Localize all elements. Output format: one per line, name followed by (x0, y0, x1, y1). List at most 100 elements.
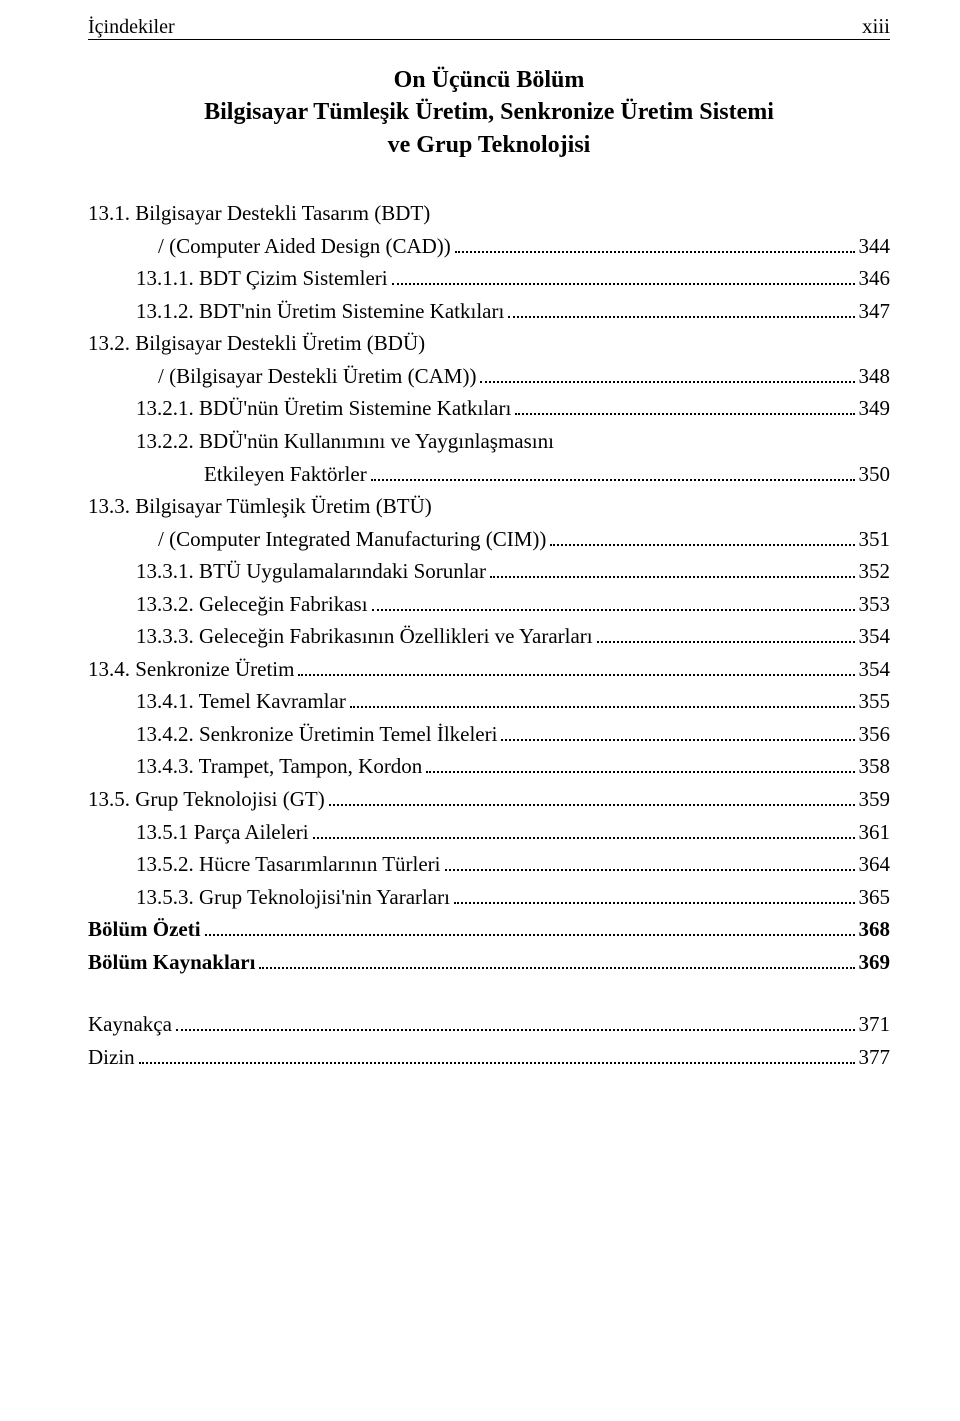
toc-label: Dizin (88, 1041, 135, 1074)
toc-page: 361 (859, 816, 891, 849)
toc-page: 364 (859, 848, 891, 881)
toc-page: 371 (859, 1008, 891, 1041)
toc-row: 13.2. Bilgisayar Destekli Üretim (BDÜ) (88, 327, 890, 360)
toc-label: 13.5.3. Grup Teknolojisi'nin Yararları (136, 881, 450, 914)
toc-leader (455, 234, 855, 253)
toc-page: 352 (859, 555, 891, 588)
toc-row: 13.5.3. Grup Teknolojisi'nin Yararları 3… (88, 881, 890, 914)
toc-row: 13.2.1. BDÜ'nün Üretim Sistemine Katkıla… (88, 392, 890, 425)
toc-label: / (Bilgisayar Destekli Üretim (CAM)) (158, 360, 476, 393)
toc-leader (454, 885, 855, 904)
toc-leader (501, 722, 854, 741)
toc-label: 13.4. Senkronize Üretim (88, 653, 294, 686)
toc-leader (205, 917, 855, 936)
toc-page: 354 (859, 653, 891, 686)
toc-label: / (Computer Integrated Manufacturing (CI… (158, 523, 546, 556)
toc-page: 377 (859, 1041, 891, 1074)
toc-row: 13.5.2. Hücre Tasarımlarının Türleri 364 (88, 848, 890, 881)
toc-label: 13.2.2. BDÜ'nün Kullanımını ve Yaygınlaş… (136, 425, 554, 458)
toc-row: Etkileyen Faktörler 350 (88, 458, 890, 491)
toc-label: 13.2.1. BDÜ'nün Üretim Sistemine Katkıla… (136, 392, 511, 425)
toc-leader (445, 852, 855, 871)
toc-row: 13.3.2. Geleceğin Fabrikası 353 (88, 588, 890, 621)
toc-page: 348 (859, 360, 891, 393)
toc-page: 359 (859, 783, 891, 816)
toc-row: 13.1.1. BDT Çizim Sistemleri 346 (88, 262, 890, 295)
toc-row: 13.4.2. Senkronize Üretimin Temel İlkele… (88, 718, 890, 751)
toc-leader (426, 755, 854, 774)
header-right: xiii (862, 14, 890, 39)
toc-page: 355 (859, 685, 891, 718)
toc-label: 13.4.1. Temel Kavramlar (136, 685, 346, 718)
toc-leader (298, 657, 854, 676)
toc-spacer (88, 978, 890, 1008)
toc-row: / (Computer Integrated Manufacturing (CI… (88, 523, 890, 556)
toc-row: 13.2.2. BDÜ'nün Kullanımını ve Yaygınlaş… (88, 425, 890, 458)
toc-leader (259, 950, 854, 969)
toc-leader (597, 624, 855, 643)
toc-page: 358 (859, 750, 891, 783)
toc-leader (515, 397, 854, 416)
toc-leader (480, 364, 854, 383)
toc-page: 353 (859, 588, 891, 621)
toc-leader (329, 787, 855, 806)
toc-page: 369 (859, 946, 891, 979)
toc-row: / (Computer Aided Design (CAD)) 344 (88, 230, 890, 263)
toc-row: 13.4.3. Trampet, Tampon, Kordon 358 (88, 750, 890, 783)
toc-leader (392, 266, 855, 285)
toc-page: 354 (859, 620, 891, 653)
toc-page: 350 (859, 458, 891, 491)
toc-leader (350, 689, 855, 708)
toc-leader (508, 299, 854, 318)
toc-label: 13.1. Bilgisayar Destekli Tasarım (BDT) (88, 197, 430, 230)
toc-label: / (Computer Aided Design (CAD)) (158, 230, 451, 263)
toc-label: 13.3.2. Geleceğin Fabrikası (136, 588, 368, 621)
toc-leader (313, 820, 855, 839)
toc-label: 13.1.2. BDT'nin Üretim Sistemine Katkıla… (136, 295, 504, 328)
toc-label: 13.4.3. Trampet, Tampon, Kordon (136, 750, 422, 783)
toc-page: 351 (859, 523, 891, 556)
toc-row: 13.1. Bilgisayar Destekli Tasarım (BDT) (88, 197, 890, 230)
toc-row: 13.1.2. BDT'nin Üretim Sistemine Katkıla… (88, 295, 890, 328)
toc-page: 344 (859, 230, 891, 263)
toc-label: 13.1.1. BDT Çizim Sistemleri (136, 262, 388, 295)
toc-row: Dizin 377 (88, 1041, 890, 1074)
chapter-title: On Üçüncü Bölüm (88, 64, 890, 96)
toc-label: Etkileyen Faktörler (204, 458, 367, 491)
toc-page: 365 (859, 881, 891, 914)
table-of-contents: 13.1. Bilgisayar Destekli Tasarım (BDT)/… (88, 197, 890, 1073)
chapter-subtitle-2: ve Grup Teknolojisi (88, 129, 890, 161)
toc-leader (371, 462, 855, 481)
toc-row: Bölüm Kaynakları 369 (88, 946, 890, 979)
toc-label: 13.5.2. Hücre Tasarımlarının Türleri (136, 848, 441, 881)
header-left: İçindekiler (88, 16, 175, 39)
toc-page: 356 (859, 718, 891, 751)
toc-label: 13.2. Bilgisayar Destekli Üretim (BDÜ) (88, 327, 425, 360)
toc-leader (490, 559, 855, 578)
toc-row: / (Bilgisayar Destekli Üretim (CAM)) 348 (88, 360, 890, 393)
chapter-heading: On Üçüncü Bölüm Bilgisayar Tümleşik Üret… (88, 64, 890, 161)
toc-row: 13.3. Bilgisayar Tümleşik Üretim (BTÜ) (88, 490, 890, 523)
toc-row: Kaynakça 371 (88, 1008, 890, 1041)
toc-leader (176, 1012, 855, 1031)
toc-label: Kaynakça (88, 1008, 172, 1041)
toc-row: 13.3.3. Geleceğin Fabrikasının Özellikle… (88, 620, 890, 653)
toc-row: 13.4. Senkronize Üretim 354 (88, 653, 890, 686)
toc-label: 13.3.3. Geleceğin Fabrikasının Özellikle… (136, 620, 593, 653)
page-header: İçindekiler xiii (88, 14, 890, 40)
toc-row: 13.5.1 Parça Aileleri 361 (88, 816, 890, 849)
toc-page: 349 (859, 392, 891, 425)
toc-row: Bölüm Özeti 368 (88, 913, 890, 946)
toc-row: 13.5. Grup Teknolojisi (GT) 359 (88, 783, 890, 816)
toc-page: 347 (859, 295, 891, 328)
toc-row: 13.4.1. Temel Kavramlar 355 (88, 685, 890, 718)
toc-label: 13.5. Grup Teknolojisi (GT) (88, 783, 325, 816)
toc-label: 13.4.2. Senkronize Üretimin Temel İlkele… (136, 718, 497, 751)
toc-label: Bölüm Özeti (88, 913, 201, 946)
toc-leader (372, 592, 855, 611)
toc-page: 346 (859, 262, 891, 295)
toc-leader (550, 527, 854, 546)
toc-page: 368 (859, 913, 891, 946)
toc-label: Bölüm Kaynakları (88, 946, 255, 979)
chapter-subtitle-1: Bilgisayar Tümleşik Üretim, Senkronize Ü… (88, 96, 890, 128)
